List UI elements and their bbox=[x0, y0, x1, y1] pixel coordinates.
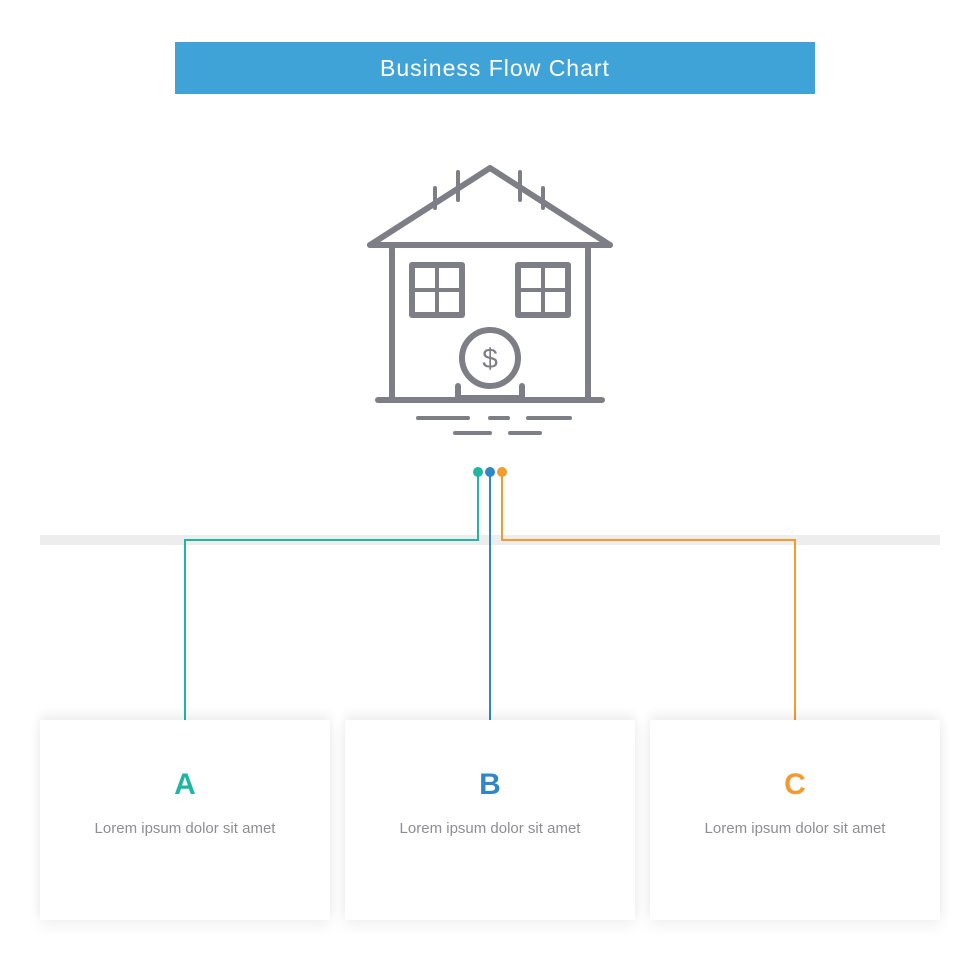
card-letter-c: C bbox=[650, 768, 940, 802]
card-c: C Lorem ipsum dolor sit amet bbox=[650, 720, 940, 920]
card-letter-b: B bbox=[345, 768, 635, 802]
card-text-a: Lorem ipsum dolor sit amet bbox=[40, 818, 330, 840]
page-title: Business Flow Chart bbox=[380, 55, 610, 82]
card-letter-a: A bbox=[40, 768, 330, 802]
card-row: A Lorem ipsum dolor sit amet B Lorem ips… bbox=[40, 720, 940, 920]
card-b: B Lorem ipsum dolor sit amet bbox=[345, 720, 635, 920]
connector-lines bbox=[0, 440, 980, 760]
svg-text:$: $ bbox=[482, 343, 498, 374]
card-a: A Lorem ipsum dolor sit amet bbox=[40, 720, 330, 920]
house-savings-icon: $ bbox=[340, 150, 640, 440]
card-text-c: Lorem ipsum dolor sit amet bbox=[650, 818, 940, 840]
title-bar: Business Flow Chart bbox=[175, 42, 815, 94]
card-text-b: Lorem ipsum dolor sit amet bbox=[345, 818, 635, 840]
